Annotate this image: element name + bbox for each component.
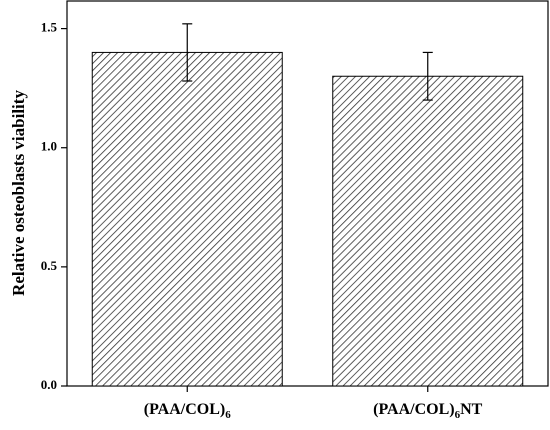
x-tick-label: (PAA/COL)6 [144, 401, 231, 421]
x-tick-label: (PAA/COL)6NT [373, 401, 483, 421]
y-tick-label: 0.5 [41, 258, 58, 273]
y-tick-label: 0.0 [41, 377, 57, 392]
y-tick-label: 1.5 [41, 20, 58, 35]
bar [91, 51, 283, 387]
error-bar [182, 23, 193, 82]
error-bar [422, 51, 433, 101]
bar [332, 75, 524, 387]
y-tick-label: 1.0 [41, 139, 57, 154]
plot-frame [66, 0, 549, 387]
y-axis-label: Relative osteoblasts viability [9, 90, 28, 296]
